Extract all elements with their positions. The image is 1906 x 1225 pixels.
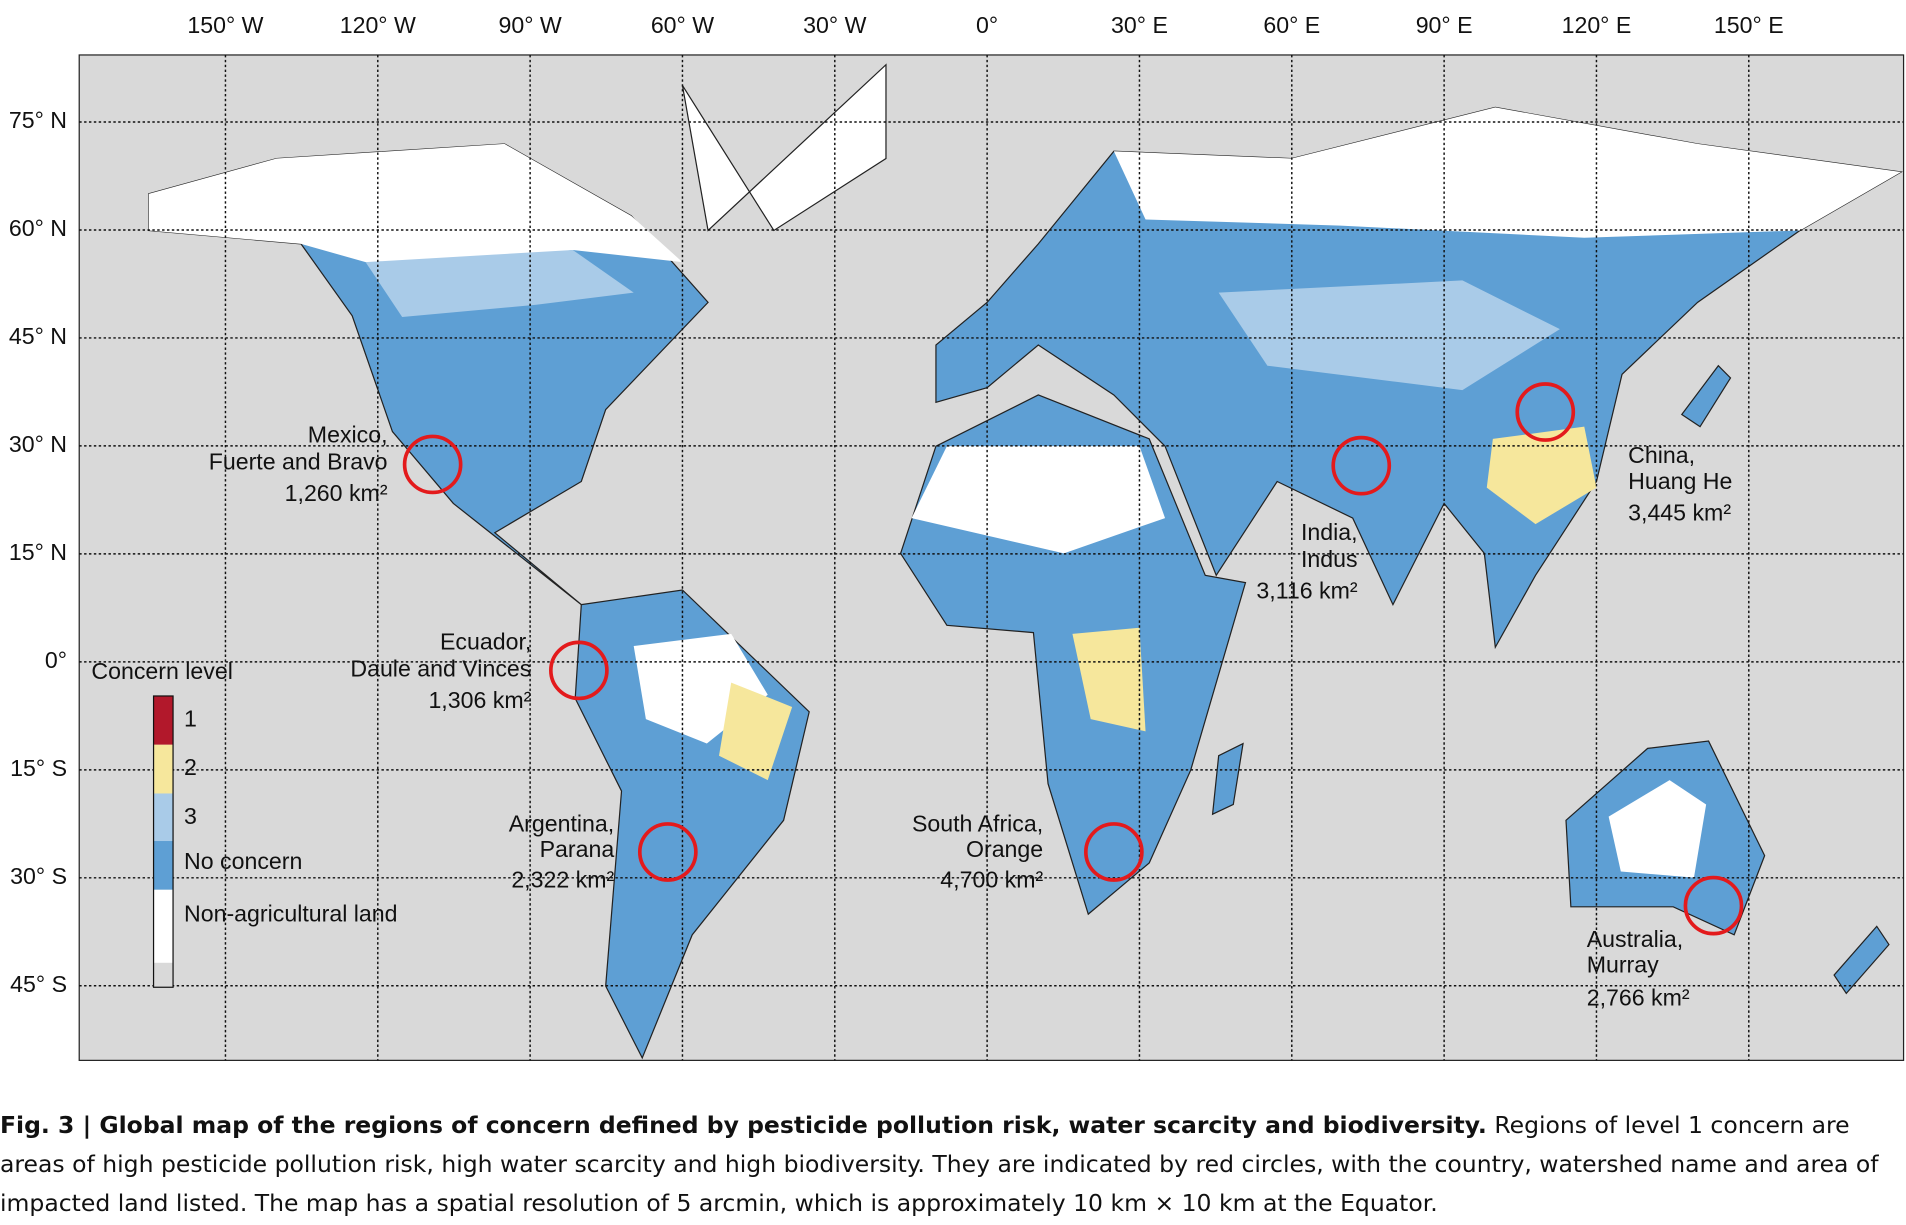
longitude-label: 60° W xyxy=(651,12,714,38)
concern-circle xyxy=(549,640,609,701)
annotation: Huang He xyxy=(1628,468,1732,494)
longitude-label: 150° E xyxy=(1714,12,1784,38)
latitude-label: 30° N xyxy=(9,431,67,457)
annotation: Daule and Vinces xyxy=(350,656,531,682)
labels: 150° W 120° W 90° W 60° W 30° W 0° 30° E 60° E 9… xyxy=(9,12,1784,1010)
sahara xyxy=(911,446,1166,554)
legend-label: No concern xyxy=(184,848,302,874)
annotation: 1,260 km² xyxy=(285,480,388,506)
longitude-label: 120° W xyxy=(340,12,416,38)
legend-swatch-extra xyxy=(153,962,174,988)
legend-label: 3 xyxy=(184,803,197,829)
annotation: 2,322 km² xyxy=(511,866,614,892)
caption-title: Fig. 3 | Global map of the regions of co… xyxy=(0,1111,1487,1139)
madagascar xyxy=(1211,742,1244,816)
annotation: Argentina, xyxy=(509,810,615,836)
latitude-label: 45° S xyxy=(10,971,67,997)
caption-text: Regions of level 1 concern are areas of … xyxy=(0,1111,1879,1217)
longitude-label: 30° W xyxy=(803,12,866,38)
concern-circle xyxy=(637,822,698,882)
latitude-label: 75° N xyxy=(9,107,67,133)
north-america-north xyxy=(148,143,683,263)
legend-swatch xyxy=(153,695,174,745)
siberia xyxy=(1113,107,1902,238)
annotation: China, xyxy=(1628,442,1695,468)
longitude-label: 150° W xyxy=(187,12,263,38)
latitude-label: 15° S xyxy=(10,755,67,781)
legend-label: 2 xyxy=(184,754,197,780)
annotation: Australia, xyxy=(1587,926,1683,952)
concern-circles xyxy=(402,382,1744,936)
longitude-label: 90° W xyxy=(498,12,561,38)
annotation: 1,306 km² xyxy=(428,687,531,713)
concern-circle xyxy=(1515,382,1576,442)
longitude-label: 0° xyxy=(976,12,998,38)
legend-swatch xyxy=(153,793,174,842)
legend-title: Concern level xyxy=(91,658,232,684)
annotation: Mexico, xyxy=(308,422,388,448)
concern-circle xyxy=(1683,875,1744,936)
annotation: Indus xyxy=(1301,546,1358,572)
annotation: 2,766 km² xyxy=(1587,985,1690,1011)
land xyxy=(148,63,1903,1060)
latitude-label: 45° N xyxy=(9,323,67,349)
australia-interior xyxy=(1608,780,1707,878)
japan xyxy=(1680,364,1732,428)
longitude-label: 120° E xyxy=(1562,12,1632,38)
latitude-label: 30° S xyxy=(10,863,67,889)
annotation: Ecuador, xyxy=(440,629,531,655)
legend-label: 1 xyxy=(184,705,197,731)
latitude-label: 0° xyxy=(45,647,67,673)
concern-circle xyxy=(402,434,463,495)
central-asia xyxy=(1218,280,1560,391)
longitude-label: 60° E xyxy=(1263,12,1320,38)
concern-circle xyxy=(1084,822,1144,882)
latitude-label: 60° N xyxy=(9,215,67,241)
annotation: 3,445 km² xyxy=(1628,500,1731,526)
annotation: Fuerte and Bravo xyxy=(209,448,388,474)
annotation: 3,116 km² xyxy=(1256,578,1357,604)
concern-circle xyxy=(1331,435,1392,496)
graticule xyxy=(79,54,1904,1061)
china-yellow xyxy=(1486,426,1597,525)
annotation: Murray xyxy=(1587,952,1659,978)
annotation: 4,700 km² xyxy=(940,866,1043,892)
latitude-label: 15° N xyxy=(9,539,67,565)
map: Concern level 1 2 3 No concern Non-agricultur… xyxy=(9,12,1905,1061)
annotation: South Africa, xyxy=(912,810,1043,836)
legend-label: Non-agricultural land xyxy=(184,900,398,926)
north-america-band xyxy=(365,249,634,317)
legend: Concern level 1 2 3 No concern Non-agricultur… xyxy=(91,658,398,988)
longitude-label: 30° E xyxy=(1111,12,1168,38)
new-zealand xyxy=(1833,925,1890,995)
legend-swatch xyxy=(153,841,174,890)
annotation: Orange xyxy=(966,836,1043,862)
legend-swatch xyxy=(153,889,174,963)
congo-yellow xyxy=(1072,627,1146,732)
annotation: India, xyxy=(1301,519,1358,545)
brazil-yellow xyxy=(719,682,793,781)
caption: Fig. 3 | Global map of the regions of co… xyxy=(0,1106,1900,1223)
longitude-label: 90° E xyxy=(1416,12,1473,38)
annotation: Parana xyxy=(540,836,615,862)
legend-swatch xyxy=(153,744,174,794)
legend-frame xyxy=(152,695,174,988)
